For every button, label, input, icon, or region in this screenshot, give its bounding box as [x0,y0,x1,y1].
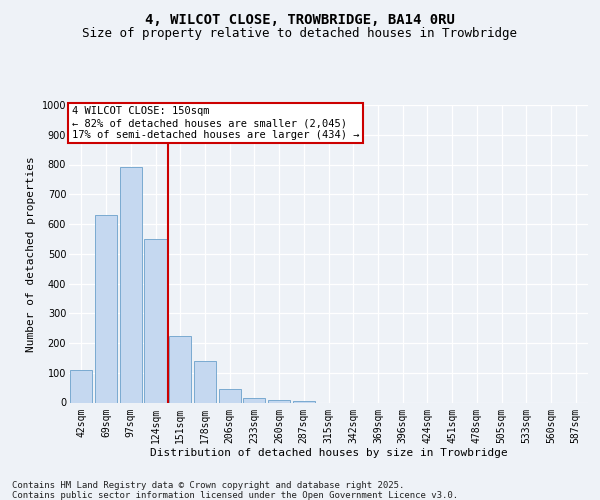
X-axis label: Distribution of detached houses by size in Trowbridge: Distribution of detached houses by size … [149,448,508,458]
Bar [145,239,167,402]
Text: 4 WILCOT CLOSE: 150sqm
← 82% of detached houses are smaller (2,045)
17% of semi-: 4 WILCOT CLOSE: 150sqm ← 82% of detached… [71,106,359,140]
Text: 4, WILCOT CLOSE, TROWBRIDGE, BA14 0RU: 4, WILCOT CLOSE, TROWBRIDGE, BA14 0RU [145,12,455,26]
Bar [194,361,216,403]
Bar [268,400,290,402]
Y-axis label: Number of detached properties: Number of detached properties [26,156,36,352]
Bar [169,336,191,402]
Text: Contains public sector information licensed under the Open Government Licence v3: Contains public sector information licen… [12,491,458,500]
Bar [218,389,241,402]
Bar [70,370,92,402]
Bar [243,398,265,402]
Bar [95,215,117,402]
Bar [119,168,142,402]
Bar [293,401,315,402]
Text: Size of property relative to detached houses in Trowbridge: Size of property relative to detached ho… [83,28,517,40]
Text: Contains HM Land Registry data © Crown copyright and database right 2025.: Contains HM Land Registry data © Crown c… [12,481,404,490]
